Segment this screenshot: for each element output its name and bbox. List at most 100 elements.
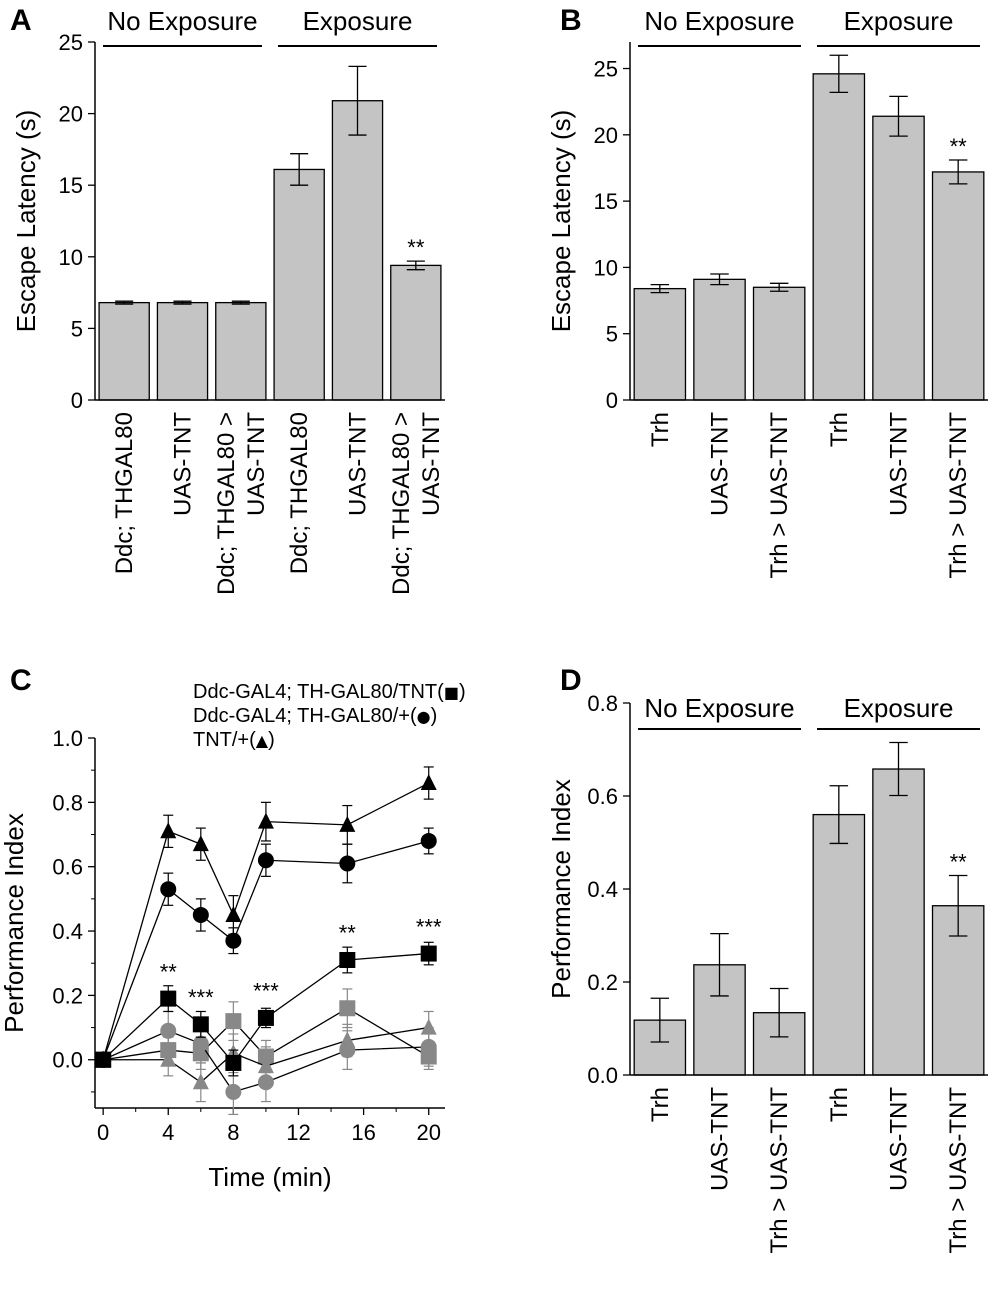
y-tick-label: 10 [59, 245, 83, 270]
category-label: Ddc; THGAL80 [111, 412, 138, 574]
bar [215, 301, 267, 401]
y-tick-label: 20 [594, 123, 618, 148]
y-tick-label: 25 [594, 57, 618, 82]
data-point-square [339, 952, 356, 968]
data-point-square [257, 1009, 274, 1026]
y-tick-label: 5 [71, 316, 83, 341]
panel-letter: D [560, 664, 582, 697]
y-tick-label: 10 [594, 255, 618, 280]
x-tick-label: 4 [162, 1120, 174, 1145]
data-point-circle [420, 832, 437, 849]
y-tick-label: 0.2 [52, 983, 83, 1008]
y-tick-label: 1.0 [52, 726, 83, 751]
y-tick-label: 5 [606, 322, 618, 347]
category-label: UAS-TNT [707, 1087, 734, 1191]
data-point-square [225, 1013, 242, 1030]
category-label: Trh [647, 1087, 674, 1122]
bar [752, 286, 806, 401]
significance-label: *** [253, 979, 279, 1004]
bar [693, 278, 746, 401]
data-point-triangle [420, 774, 437, 791]
category-label: Trh [647, 412, 674, 447]
data-point-square [420, 945, 437, 962]
data-point-square [339, 1000, 356, 1017]
data-point-circle [225, 1083, 242, 1100]
data-point-circle [192, 1035, 209, 1052]
y-tick-label: 0.6 [587, 784, 618, 809]
significance-label: ** [950, 850, 968, 875]
data-point-circle [257, 852, 274, 869]
bar [156, 301, 209, 401]
significance-label: *** [416, 914, 442, 939]
x-tick-label: 8 [227, 1120, 239, 1145]
y-tick-label: 0.8 [587, 691, 618, 716]
data-point-triangle [160, 822, 177, 839]
y-tick-label: 0 [71, 388, 83, 413]
bar [98, 301, 150, 401]
x-axis-label: Time (min) [208, 1162, 331, 1192]
category-label: Trh > UAS-TNT [766, 412, 793, 579]
category-label: UAS-TNT [707, 412, 734, 516]
data-point-triangle [339, 1031, 356, 1048]
bar [390, 264, 442, 401]
data-point-triangle [192, 835, 209, 852]
x-tick-label: 20 [416, 1120, 440, 1145]
panel-c: C Ddc-GAL4; TH-GAL80/TNT(■)Ddc-GAL4; TH-G… [0, 664, 466, 1192]
bar [812, 813, 866, 1076]
group-label: No Exposure [107, 6, 257, 36]
data-point-triangle [95, 1050, 112, 1067]
y-tick-label: 0.6 [52, 855, 83, 880]
data-point-triangle [420, 1018, 437, 1035]
y-axis-label: Escape Latency (s) [546, 110, 576, 333]
bar [872, 115, 925, 401]
legend-entry: TNT/+(▲) [193, 729, 275, 751]
bar [273, 168, 325, 401]
bar [872, 768, 925, 1076]
category-label: Trh [826, 1087, 853, 1122]
category-label: UAS-TNT [170, 412, 197, 516]
y-tick-label: 20 [59, 102, 83, 127]
category-label: UAS-TNT [418, 412, 445, 516]
panel-letter: A [10, 4, 32, 37]
x-tick-label: 0 [97, 1120, 109, 1145]
category-label: Trh > UAS-TNT [945, 1087, 972, 1254]
data-point-circle [225, 932, 242, 949]
data-point-triangle [192, 1073, 209, 1090]
data-point-triangle [257, 812, 274, 829]
data-point-triangle [225, 905, 242, 922]
panel-a: A Ddc; THGAL80 UAS-TNT Ddc; THGAL80 > UAS-TN… [10, 4, 445, 595]
group-label: No Exposure [644, 693, 794, 723]
y-tick-label: 25 [59, 30, 83, 55]
y-tick-label: 15 [594, 189, 618, 214]
x-tick-label: 16 [351, 1120, 375, 1145]
data-point-circle [420, 1038, 437, 1055]
y-tick-label: 0.4 [587, 877, 618, 902]
category-label: Ddc; THGAL80 > [213, 412, 240, 595]
data-point-circle [160, 1022, 177, 1039]
y-axis-label: Performance Index [546, 779, 576, 999]
y-tick-label: 0.2 [587, 970, 618, 995]
category-label: Ddc; THGAL80 [286, 412, 313, 574]
data-point-circle [339, 855, 356, 872]
bar [633, 287, 687, 401]
y-axis-label: Performance Index [0, 813, 29, 1033]
significance-label: ** [160, 959, 178, 984]
legend-entry: Ddc-GAL4; TH-GAL80/+(●) [193, 705, 437, 727]
category-label: UAS-TNT [886, 412, 913, 516]
data-point-square [225, 1054, 242, 1071]
y-tick-label: 0.0 [587, 1063, 618, 1088]
data-point-triangle [339, 815, 356, 832]
data-point-circle [160, 881, 177, 898]
category-label: UAS-TNT [345, 412, 372, 516]
bar [812, 73, 866, 401]
legend-entry: Ddc-GAL4; TH-GAL80/TNT(■) [193, 681, 466, 703]
category-label: Trh > UAS-TNT [945, 412, 972, 579]
data-point-triangle [160, 1050, 177, 1067]
bar [331, 100, 384, 401]
category-label: Trh [826, 412, 853, 447]
y-tick-label: 0 [606, 388, 618, 413]
group-label: Exposure [303, 6, 413, 36]
significance-label: *** [188, 985, 214, 1010]
panel-letter: C [10, 664, 32, 697]
significance-label: ** [950, 134, 968, 159]
